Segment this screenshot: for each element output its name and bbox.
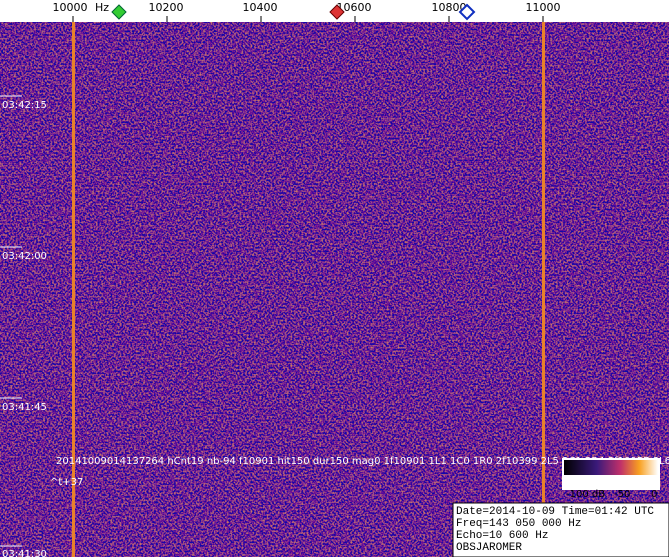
freq-label: 10200 <box>149 1 184 14</box>
marker-red[interactable] <box>329 4 345 20</box>
time-label: 03:41:45 <box>2 402 47 413</box>
offset-label: ^t+37 <box>50 477 83 488</box>
carrier-line <box>542 22 545 557</box>
colorbar-label: -50 <box>614 489 630 500</box>
time-axis: 03:42:15 03:42:00 03:41:45 03:41:30 <box>0 95 47 557</box>
marker-green[interactable] <box>111 4 127 20</box>
freq-label: 10800 <box>432 1 467 14</box>
info-line: Echo=10 600 Hz <box>456 530 548 542</box>
info-box: Date=2014-10-09 Time=01:42 UTC Freq=143 … <box>452 502 669 557</box>
carrier-line <box>72 22 75 557</box>
freq-unit: Hz <box>95 1 109 14</box>
time-label: 03:41:30 <box>2 549 47 557</box>
colorbar-gradient <box>564 460 658 475</box>
freq-label: 10400 <box>243 1 278 14</box>
time-label: 03:42:00 <box>2 251 47 262</box>
info-line: OBSJAROMER <box>456 542 522 554</box>
time-label: 03:42:15 <box>2 100 47 111</box>
colorbar-label: 0 <box>651 489 657 500</box>
event-line: 20141009014137264 hCnt19 nb-94 f10901 hi… <box>56 456 669 467</box>
info-line: Date=2014-10-09 Time=01:42 UTC <box>456 506 654 518</box>
freq-label: 10000 <box>53 1 88 14</box>
freq-label: 11000 <box>526 1 561 14</box>
spectrogram-noise <box>0 22 669 557</box>
colorbar: -100 dB -50 0 <box>562 458 660 500</box>
frequency-axis: 10000 Hz 10200 10400 10600 10800 11000 <box>53 1 561 22</box>
marker-blue[interactable] <box>458 3 476 21</box>
colorbar-label: -100 dB <box>566 489 605 500</box>
freq-label: 10600 <box>337 1 372 14</box>
info-line: Freq=143 050 000 Hz <box>456 518 581 530</box>
